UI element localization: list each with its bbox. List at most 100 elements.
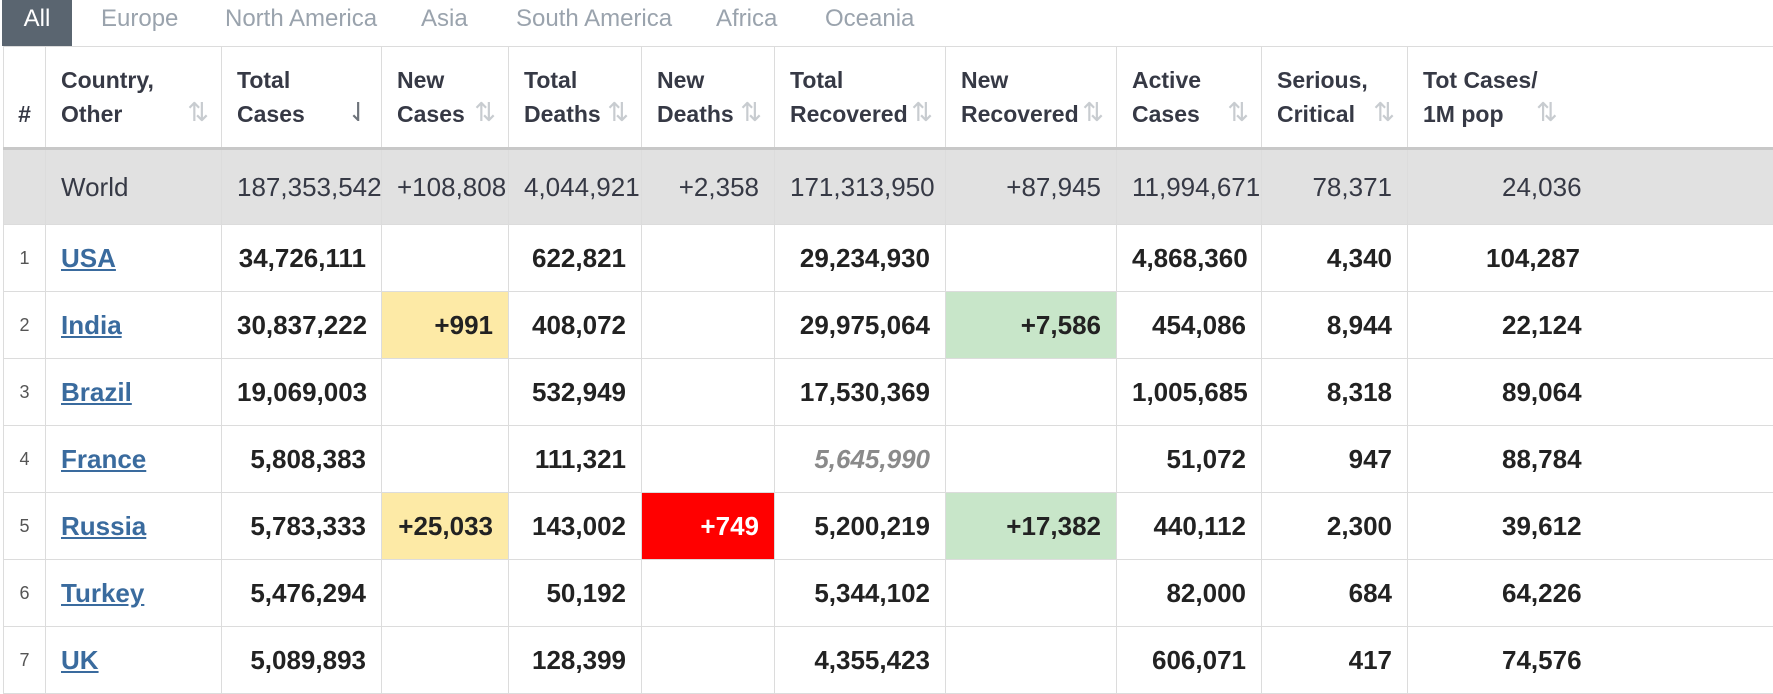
new-deaths-cell — [642, 225, 775, 292]
serious-critical-cell: 684 — [1262, 560, 1408, 627]
header-label: Country, — [61, 63, 206, 97]
tot-cases-per-1m-cell: 88,784 — [1408, 426, 1773, 493]
header-country[interactable]: Country, Other ⇅ — [46, 47, 222, 149]
header-rank-label: # — [4, 97, 45, 131]
tab-africa[interactable]: Africa — [716, 0, 777, 46]
country-cell: France — [46, 426, 222, 493]
continent-tabs: All Europe North America Asia South Amer… — [0, 0, 1773, 46]
country-cell: USA — [46, 225, 222, 292]
serious-critical-cell: 8,944 — [1262, 292, 1408, 359]
total-deaths-cell: 143,002 — [509, 493, 642, 560]
serious-critical-cell: 78,371 — [1262, 149, 1408, 225]
country-cell: World — [46, 149, 222, 225]
country-link[interactable]: Russia — [61, 511, 146, 541]
sort-icon[interactable]: ⇅ — [1227, 95, 1249, 129]
table-row: 3 Brazil 19,069,003 532,949 17,530,369 1… — [4, 359, 1773, 426]
total-deaths-cell: 111,321 — [509, 426, 642, 493]
new-cases-cell: +25,033 — [382, 493, 509, 560]
country-link[interactable]: USA — [61, 243, 116, 273]
tab-oceania[interactable]: Oceania — [825, 0, 914, 46]
country-link[interactable]: France — [61, 444, 146, 474]
header-label: Active — [1132, 63, 1246, 97]
serious-critical-cell: 4,340 — [1262, 225, 1408, 292]
header-new-cases[interactable]: New Cases ⇅ — [382, 47, 509, 149]
sort-icon[interactable]: ⇅ — [1536, 95, 1558, 129]
total-cases-cell: 5,808,383 — [222, 426, 382, 493]
country-cell: Russia — [46, 493, 222, 560]
total-cases-cell: 5,783,333 — [222, 493, 382, 560]
sort-icon[interactable]: ⇅ — [911, 95, 933, 129]
new-cases-cell — [382, 627, 509, 694]
tab-europe[interactable]: Europe — [101, 0, 178, 46]
header-total-recovered[interactable]: Total Recovered ⇅ — [775, 47, 946, 149]
rank-cell — [4, 149, 46, 225]
new-recovered-cell: +87,945 — [946, 149, 1117, 225]
active-cases-cell: 1,005,685 — [1117, 359, 1262, 426]
total-recovered-cell: 5,200,219 — [775, 493, 946, 560]
country-cell: Brazil — [46, 359, 222, 426]
country-link[interactable]: Brazil — [61, 377, 132, 407]
covid-stats-table: # Country, Other ⇅ Total Cases ⇃ New Cas… — [3, 46, 1773, 694]
table-row: 2 India 30,837,222 +991 408,072 29,975,0… — [4, 292, 1773, 359]
new-recovered-cell — [946, 359, 1117, 426]
new-deaths-cell: +2,358 — [642, 149, 775, 225]
new-recovered-cell: +7,586 — [946, 292, 1117, 359]
tab-all[interactable]: All — [2, 0, 72, 46]
header-rank[interactable]: # — [4, 47, 46, 149]
new-cases-cell: +108,808 — [382, 149, 509, 225]
tot-cases-per-1m-cell: 104,287 — [1408, 225, 1773, 292]
total-cases-cell: 19,069,003 — [222, 359, 382, 426]
new-recovered-cell — [946, 560, 1117, 627]
sort-icon[interactable]: ⇅ — [607, 95, 629, 129]
new-recovered-cell — [946, 426, 1117, 493]
header-total-cases[interactable]: Total Cases ⇃ — [222, 47, 382, 149]
active-cases-cell: 51,072 — [1117, 426, 1262, 493]
header-label: New — [961, 63, 1101, 97]
active-cases-cell: 4,868,360 — [1117, 225, 1262, 292]
header-tot-cases-per-1m[interactable]: Tot Cases/ 1M pop ⇅ — [1408, 47, 1773, 149]
sort-icon[interactable]: ⇅ — [740, 95, 762, 129]
sort-icon[interactable]: ⇅ — [187, 95, 209, 129]
sort-icon[interactable]: ⇅ — [1373, 95, 1395, 129]
total-cases-cell: 34,726,111 — [222, 225, 382, 292]
sort-icon[interactable]: ⇅ — [474, 95, 496, 129]
country-link[interactable]: UK — [61, 645, 99, 675]
rank-cell: 7 — [4, 627, 46, 694]
tot-cases-per-1m-cell: 74,576 — [1408, 627, 1773, 694]
total-deaths-cell: 128,399 — [509, 627, 642, 694]
tab-asia[interactable]: Asia — [421, 0, 468, 46]
new-deaths-cell — [642, 359, 775, 426]
header-serious-critical[interactable]: Serious, Critical ⇅ — [1262, 47, 1408, 149]
new-recovered-cell — [946, 627, 1117, 694]
new-recovered-cell — [946, 225, 1117, 292]
tot-cases-per-1m-cell: 24,036 — [1408, 149, 1773, 225]
new-cases-cell — [382, 560, 509, 627]
sort-icon[interactable]: ⇅ — [1082, 95, 1104, 129]
serious-critical-cell: 417 — [1262, 627, 1408, 694]
header-new-deaths[interactable]: New Deaths ⇅ — [642, 47, 775, 149]
header-label: 1M pop — [1423, 97, 1773, 131]
active-cases-cell: 606,071 — [1117, 627, 1262, 694]
total-recovered-cell: 29,234,930 — [775, 225, 946, 292]
header-active-cases[interactable]: Active Cases ⇅ — [1117, 47, 1262, 149]
total-cases-cell: 5,089,893 — [222, 627, 382, 694]
tab-south-america[interactable]: South America — [516, 0, 672, 46]
country-cell: UK — [46, 627, 222, 694]
header-label: Total — [237, 63, 366, 97]
active-cases-cell: 440,112 — [1117, 493, 1262, 560]
rank-cell: 4 — [4, 426, 46, 493]
rank-cell: 6 — [4, 560, 46, 627]
country-cell: India — [46, 292, 222, 359]
table-row: 7 UK 5,089,893 128,399 4,355,423 606,071… — [4, 627, 1773, 694]
serious-critical-cell: 8,318 — [1262, 359, 1408, 426]
sort-desc-icon[interactable]: ⇃ — [347, 95, 369, 129]
header-total-deaths[interactable]: Total Deaths ⇅ — [509, 47, 642, 149]
total-recovered-cell: 29,975,064 — [775, 292, 946, 359]
total-recovered-cell: 17,530,369 — [775, 359, 946, 426]
total-deaths-cell: 622,821 — [509, 225, 642, 292]
country-link[interactable]: India — [61, 310, 122, 340]
header-label: Recovered — [961, 97, 1101, 131]
tab-north-america[interactable]: North America — [225, 0, 377, 46]
country-link[interactable]: Turkey — [61, 578, 144, 608]
header-new-recovered[interactable]: New Recovered ⇅ — [946, 47, 1117, 149]
